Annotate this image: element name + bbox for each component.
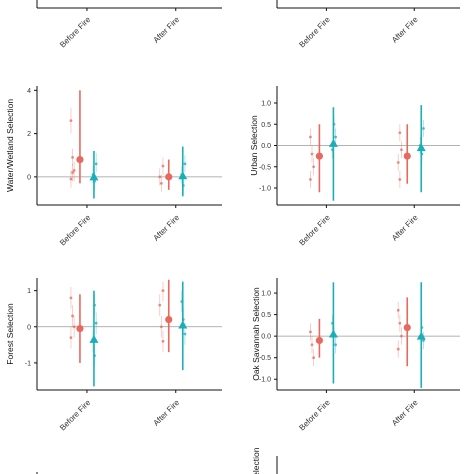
y-axis-title: Selection [251,447,261,474]
individual-point [422,339,425,342]
individual-point [158,303,162,307]
individual-point [309,178,312,181]
individual-point [309,135,312,139]
x-tick-label: Before Fire [297,213,332,248]
series-1-point [76,324,84,333]
individual-point [161,289,165,293]
y-tick-label: -0.5 [259,164,271,171]
individual-point [183,332,187,336]
individual-point [72,325,76,329]
y-tick-label: 0.5 [261,312,271,319]
individual-point [159,325,163,329]
series-1-point [403,152,411,160]
series-2-point [178,320,188,329]
individual-point [159,181,163,185]
individual-point [69,119,73,123]
individual-point [183,162,187,166]
series-1-point [165,173,173,181]
y-tick-label: 0 [27,174,31,181]
y-axis-title: Urban Selection [249,115,259,176]
y-tick-label: -0.5 [259,355,271,362]
series-1-point [315,336,324,345]
individual-point [161,164,165,168]
series-2-point [178,171,188,180]
panel-bottom-right-partial: Selection [251,447,278,474]
series-2-point [89,172,99,181]
x-tick-label: After Fire [390,213,420,243]
individual-point [69,296,73,300]
individual-point [69,177,73,181]
x-tick-label: After Fire [152,15,182,45]
x-tick-label: Before Fire [297,398,332,433]
x-tick-label: Before Fire [58,15,93,50]
individual-point [94,321,98,325]
individual-point [398,178,402,181]
individual-point [312,356,316,360]
panel-top-right-partial: Before Fire After Fire [276,0,460,50]
individual-point [398,131,402,135]
individual-point [334,343,338,347]
individual-point [396,347,400,351]
individual-point [158,175,162,179]
panel-top-left-partial: Before Fire After Fire [36,0,222,50]
series-2-point [416,331,426,340]
x-tick-label: After Fire [390,398,420,428]
individual-point [396,161,400,164]
panel-forest: -1 0 1 Forest Selection Before Fire After Fir… [5,278,222,432]
individual-point [310,152,314,156]
y-axis-title: Oak Savannah Selection [251,287,261,381]
series-1-point [403,323,411,332]
individual-point [422,127,425,130]
individual-point [312,165,316,169]
x-tick-label: After Fire [152,398,182,428]
x-tick-label: Before Fire [58,213,93,248]
y-tick-label: 1.0 [261,101,271,108]
individual-point [94,162,98,166]
x-tick-label: After Fire [152,213,182,243]
y-tick-label: 0.5 [261,122,271,129]
series-2-point [328,138,338,147]
x-tick-label: Before Fire [297,15,332,50]
individual-point [161,339,165,343]
individual-point [309,330,312,334]
individual-point [71,314,74,318]
series-2-point [89,334,99,343]
individual-point [400,334,403,338]
y-tick-label: 2 [27,131,31,138]
y-tick-label: 0.0 [261,334,271,341]
individual-point [69,336,73,340]
series-1-point [315,152,324,160]
series-1-point [76,155,84,164]
y-tick-label: 0 [27,324,31,331]
y-tick-label: 0.0 [261,143,271,150]
individual-point [400,148,403,152]
panel-water-wetland: 0 2 4 Water/Wetland Selection Before Fire Aft… [5,86,222,247]
y-tick-label: -1.0 [259,186,271,193]
series-2-point [416,143,426,152]
individual-point [396,308,400,312]
individual-point [310,343,314,347]
y-tick-label: 4 [27,88,31,95]
individual-point [71,171,74,174]
x-tick-label: After Fire [390,15,420,45]
y-tick-label: 1 [27,288,31,295]
y-tick-label: -1.0 [259,377,271,384]
series-2-point [328,329,338,338]
individual-point [398,321,402,325]
y-axis-title: Forest Selection [5,303,15,365]
y-tick-label: -1 [25,360,31,367]
individual-point [72,168,76,172]
y-tick-label: 1.0 [261,291,271,298]
individual-point [334,135,338,139]
x-tick-label: Before Fire [58,398,93,433]
individual-point [71,156,74,159]
series-1-point [165,315,173,324]
y-axis-title: Water/Wetland Selection [5,99,15,192]
